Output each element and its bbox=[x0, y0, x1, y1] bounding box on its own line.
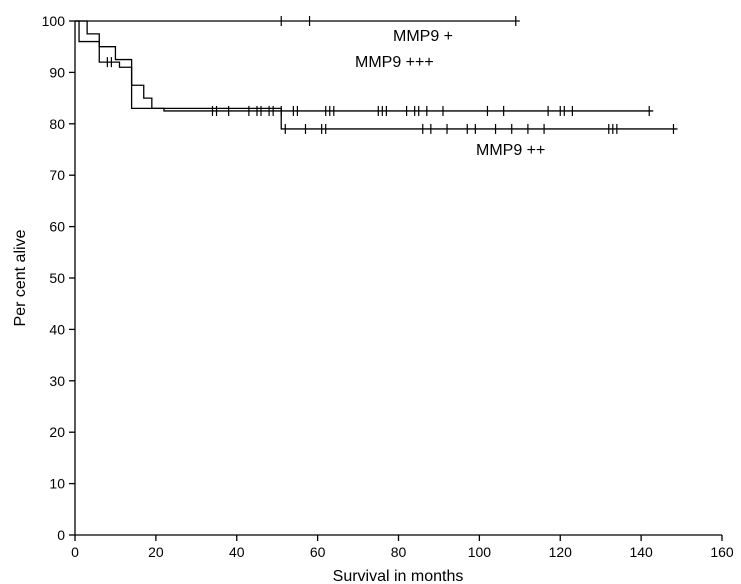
y-tick-label: 100 bbox=[42, 13, 66, 29]
y-tick-label: 40 bbox=[49, 321, 65, 337]
y-tick-label: 50 bbox=[49, 270, 65, 286]
x-tick-label: 40 bbox=[229, 544, 245, 560]
y-ticks: 0 10 20 30 40 50 60 70 80 90 100 bbox=[42, 13, 75, 543]
series-layer bbox=[75, 16, 678, 134]
x-tick-label: 80 bbox=[391, 544, 407, 560]
x-ticks: 0 20 40 60 80 100 120 140 160 bbox=[71, 535, 734, 560]
series-label-mmp9-triple-plus: MMP9 +++ bbox=[355, 54, 434, 71]
x-tick-label: 160 bbox=[710, 544, 734, 560]
y-axis-title: Per cent alive bbox=[12, 229, 29, 326]
y-tick-label: 70 bbox=[49, 167, 65, 183]
x-axis-title: Survival in months bbox=[333, 568, 464, 584]
y-tick-label: 90 bbox=[49, 64, 65, 80]
x-tick-label: 60 bbox=[310, 544, 326, 560]
y-tick-label: 30 bbox=[49, 373, 65, 389]
x-tick-label: 0 bbox=[71, 544, 79, 560]
x-tick-label: 120 bbox=[549, 544, 573, 560]
y-tick-label: 10 bbox=[49, 476, 65, 492]
survival-curve bbox=[75, 20, 678, 130]
x-tick-label: 20 bbox=[148, 544, 164, 560]
y-axis: 0 10 20 30 40 50 60 70 80 90 100 bbox=[42, 13, 76, 543]
series-label-mmp9-double-plus: MMP9 ++ bbox=[476, 142, 545, 159]
x-tick-label: 140 bbox=[629, 544, 653, 560]
series-mmp9-pp bbox=[75, 20, 678, 134]
x-axis: 0 20 40 60 80 100 120 140 160 bbox=[71, 534, 734, 560]
series-mmp9-p bbox=[75, 16, 520, 26]
series-label-mmp9-plus: MMP9 + bbox=[393, 28, 453, 45]
y-tick-label: 60 bbox=[49, 219, 65, 235]
y-tick-label: 80 bbox=[49, 116, 65, 132]
y-tick-label: 0 bbox=[57, 527, 65, 543]
y-tick-label: 20 bbox=[49, 424, 65, 440]
x-tick-label: 100 bbox=[468, 544, 492, 560]
